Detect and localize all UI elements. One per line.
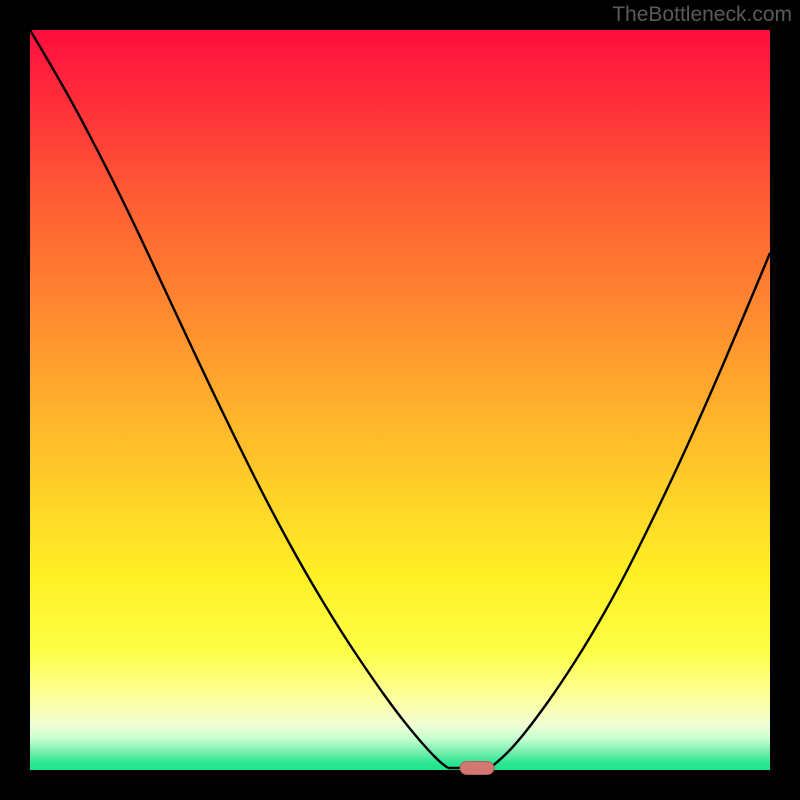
bottleneck-marker [460,762,494,775]
watermark-text: TheBottleneck.com [612,3,792,27]
gradient-background [30,30,770,770]
bottleneck-chart: TheBottleneck.com [0,0,800,800]
chart-svg [0,0,800,800]
